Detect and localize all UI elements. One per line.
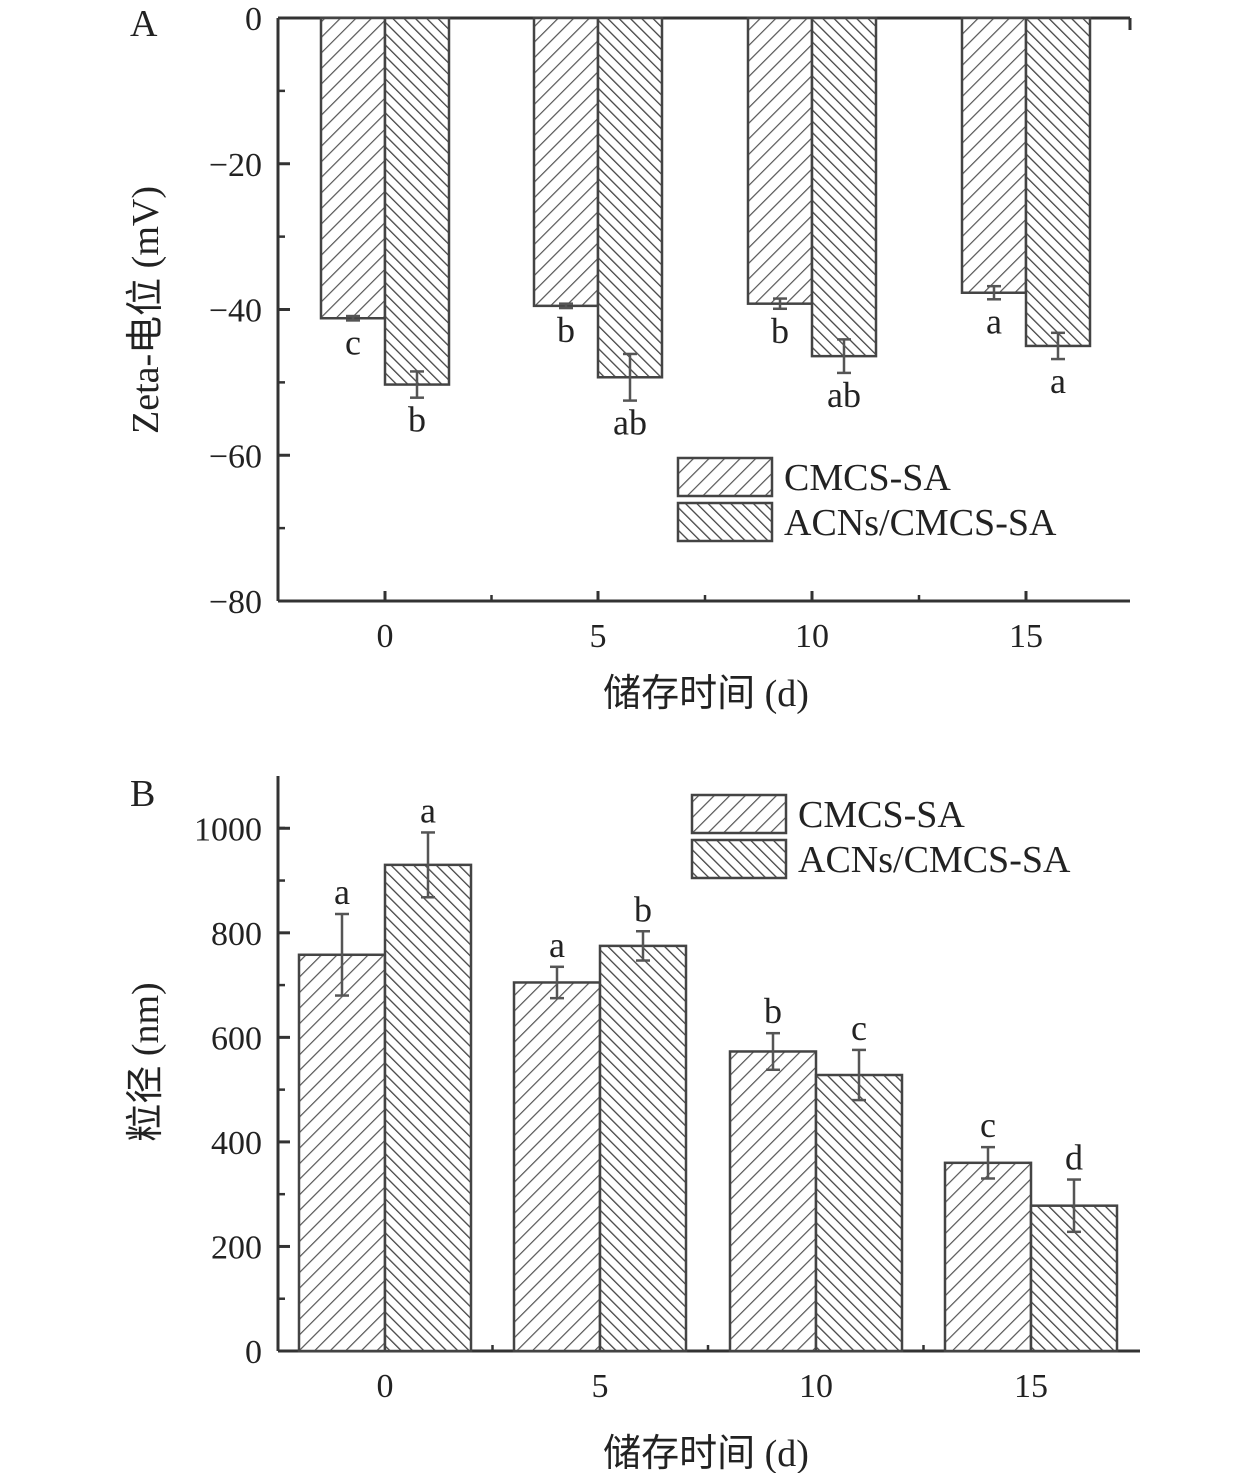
bar-acns-cmcs-sa xyxy=(814,1073,904,1353)
legend-label-cmcs-sa: CMCS-SA xyxy=(798,794,965,836)
significance-label: a xyxy=(1050,361,1066,401)
bar-cmcs-sa xyxy=(532,16,600,308)
bar-acns-cmcs-sa xyxy=(810,16,878,358)
bar-acns-cmcs-sa xyxy=(383,16,451,386)
x-tick-label: 0 xyxy=(377,618,394,655)
panel-b-bars: a a b c a b c d xyxy=(297,790,1119,1353)
y-tick-label: −40 xyxy=(209,293,262,330)
significance-label: c xyxy=(980,1105,996,1145)
bar-cmcs-sa xyxy=(728,1050,818,1353)
x-tick-label: 5 xyxy=(590,618,607,655)
y-tick-label: 0 xyxy=(245,1334,262,1371)
x-tick-label: 5 xyxy=(592,1368,609,1405)
bar-cmcs-sa xyxy=(746,16,814,305)
bar-acns-cmcs-sa xyxy=(1024,16,1092,348)
panel-b-x-axis-title: 储存时间 (d) xyxy=(603,1433,809,1473)
panel-a-y-axis-title: Zeta-电位 (mV) xyxy=(125,186,167,434)
significance-label: ab xyxy=(613,403,647,443)
significance-label: c xyxy=(345,322,361,362)
bar-acns-cmcs-sa xyxy=(383,863,473,1353)
significance-label: ab xyxy=(827,375,861,415)
legend-label-cmcs-sa: CMCS-SA xyxy=(784,457,951,499)
bar-cmcs-sa xyxy=(512,981,602,1353)
significance-label: a xyxy=(420,790,436,830)
legend-swatch-cmcs-sa xyxy=(676,456,774,498)
panel-b-y-axis-title: 粒径 (nm) xyxy=(125,982,167,1141)
significance-label: d xyxy=(1065,1138,1083,1178)
bar-cmcs-sa xyxy=(319,16,387,320)
significance-label: a xyxy=(334,872,350,912)
bar-cmcs-sa xyxy=(943,1161,1033,1353)
bar-acns-cmcs-sa xyxy=(596,16,664,379)
y-tick-label: 600 xyxy=(211,1020,262,1057)
legend-label-acns-cmcs-sa: ACNs/CMCS-SA xyxy=(798,839,1071,881)
x-tick-label: 15 xyxy=(1009,618,1043,655)
x-tick-label: 0 xyxy=(377,1368,394,1405)
legend-label-acns-cmcs-sa: ACNs/CMCS-SA xyxy=(784,502,1057,544)
panel-b-chart: B 0 200 400 600 800 1000 0 5 10 15 a a b c a b c d CMCS-… xyxy=(125,773,1140,1473)
significance-label: a xyxy=(986,301,1002,341)
y-tick-label: −60 xyxy=(209,438,262,475)
legend-swatch-acns-cmcs-sa xyxy=(690,838,788,880)
significance-label: b xyxy=(634,889,652,929)
significance-label: b xyxy=(764,991,782,1031)
y-tick-label: −80 xyxy=(209,584,262,621)
significance-label: c xyxy=(851,1008,867,1048)
x-tick-label: 10 xyxy=(799,1368,833,1405)
x-tick-label: 10 xyxy=(795,618,829,655)
y-tick-label: 400 xyxy=(211,1125,262,1162)
panel-a-x-axis-title: 储存时间 (d) xyxy=(603,673,809,715)
significance-label: b xyxy=(408,400,426,440)
bar-acns-cmcs-sa xyxy=(598,944,688,1353)
significance-label: b xyxy=(557,310,575,350)
panel-a-legend: CMCS-SA ACNs/CMCS-SA xyxy=(676,456,1057,544)
legend-swatch-cmcs-sa xyxy=(690,793,788,835)
panel-b-legend: CMCS-SA ACNs/CMCS-SA xyxy=(690,793,1071,881)
y-tick-label: 1000 xyxy=(194,811,262,848)
significance-label: b xyxy=(771,311,789,351)
bar-cmcs-sa xyxy=(960,16,1028,294)
panel-a-letter: A xyxy=(130,3,158,45)
panel-b-letter: B xyxy=(130,773,155,815)
y-tick-label: 0 xyxy=(245,1,262,38)
y-tick-label: 800 xyxy=(211,916,262,953)
significance-label: a xyxy=(549,925,565,965)
bar-cmcs-sa xyxy=(297,953,387,1353)
legend-swatch-acns-cmcs-sa xyxy=(676,501,774,543)
y-tick-label: 200 xyxy=(211,1229,262,1266)
y-tick-label: −20 xyxy=(209,147,262,184)
x-tick-label: 15 xyxy=(1014,1368,1048,1405)
